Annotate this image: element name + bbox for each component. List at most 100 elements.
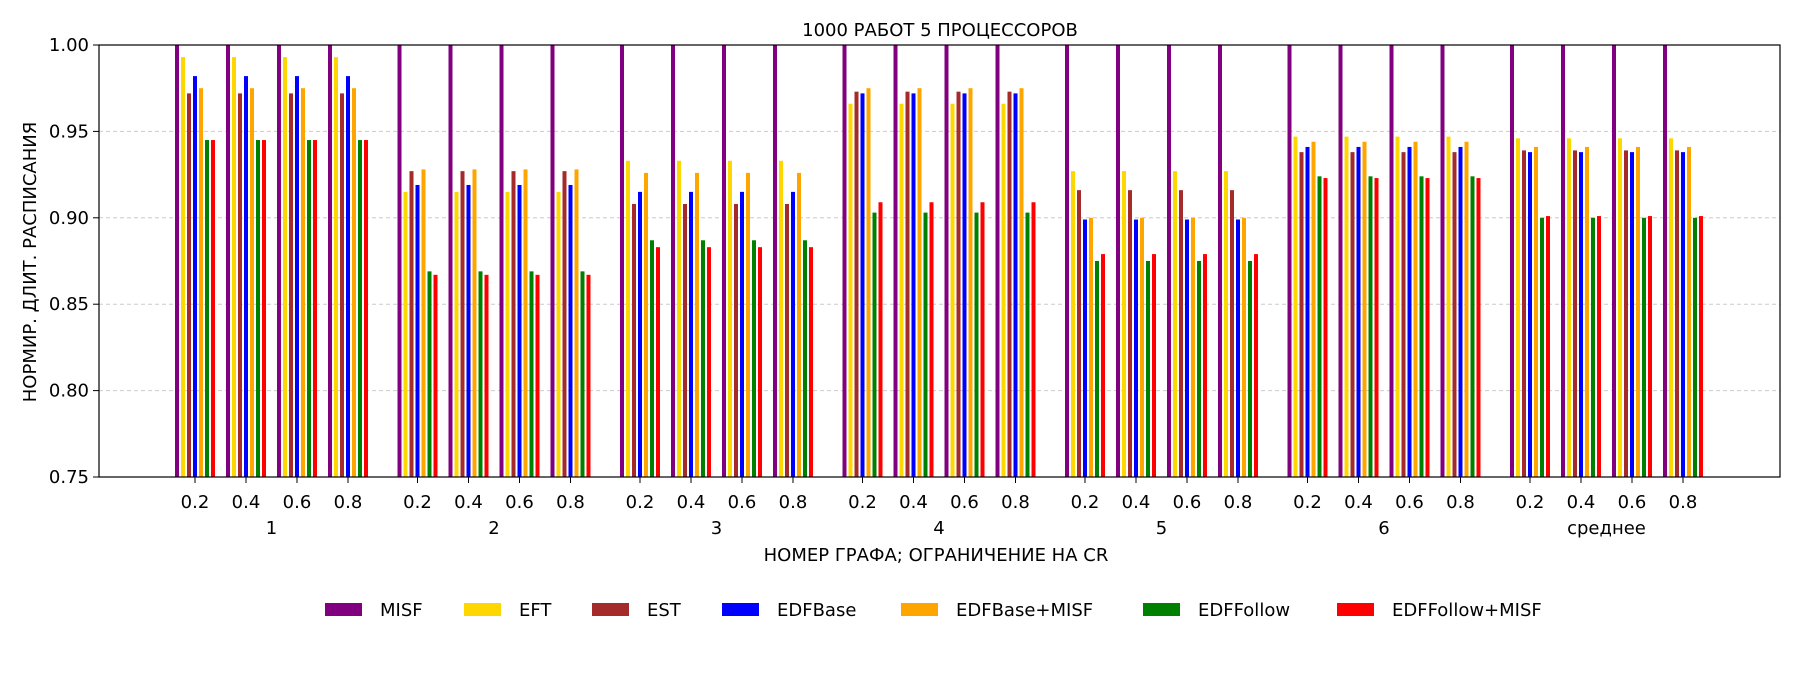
bar [1101, 254, 1105, 477]
legend-swatch [592, 603, 629, 616]
bar [842, 45, 847, 477]
y-tick-label: 0.95 [49, 121, 89, 142]
bar [944, 45, 949, 477]
bar [1083, 219, 1087, 477]
bar [529, 271, 534, 477]
bar [866, 88, 871, 477]
bar [1248, 261, 1252, 477]
bar [1350, 152, 1355, 478]
x-tick-label: 0.8 [1224, 492, 1253, 513]
bar [1134, 219, 1138, 477]
x-tick-label: 0.6 [1173, 492, 1202, 513]
bar [722, 45, 726, 477]
group-label: 2 [488, 518, 499, 539]
bar [707, 247, 711, 477]
bar [1546, 216, 1550, 477]
legend-label: EDFFollow+MISF [1392, 600, 1542, 621]
bar [1440, 45, 1445, 477]
bar [905, 91, 910, 477]
bar [1540, 217, 1544, 478]
bar [1007, 91, 1012, 477]
bar [556, 191, 561, 477]
bar [1122, 171, 1126, 478]
bar [923, 212, 928, 477]
x-tick-label: 0.6 [1395, 492, 1424, 513]
legend-label: MISF [380, 600, 423, 621]
bar [283, 57, 287, 477]
bar [1573, 150, 1577, 477]
bar [1362, 141, 1367, 477]
bar [911, 93, 916, 477]
x-tick-label: 0.4 [454, 492, 483, 513]
bar [250, 88, 254, 477]
x-tick-label: 0.6 [1618, 492, 1647, 513]
bar [1699, 216, 1703, 477]
x-axis-ticks: 0.2 0.4 0.6 0.810.2 0.4 0.6 0.820.2 0.4 0.6 0.830… [181, 477, 1697, 539]
legend-swatch [722, 603, 759, 616]
bar [980, 202, 985, 478]
bar [701, 240, 705, 477]
bar [466, 184, 471, 477]
bar [1230, 190, 1234, 478]
bar [505, 191, 510, 477]
group-label: 4 [933, 518, 944, 539]
bar [1389, 45, 1394, 477]
x-tick-label: 0.4 [677, 492, 706, 513]
bar [232, 57, 236, 477]
bar [1128, 190, 1132, 478]
bar [797, 172, 801, 477]
legend-swatch [464, 603, 501, 616]
bar [523, 169, 528, 477]
bar [1648, 216, 1652, 477]
grid-lines [99, 130, 1780, 392]
bar [415, 184, 420, 477]
x-axis-title: НОМЕР ГРАФА; ОГРАНИЧЕНИЕ НА CR [764, 545, 1109, 566]
legend-label: EST [647, 600, 682, 621]
x-tick-label: 0.2 [1293, 492, 1322, 513]
bar [1179, 190, 1183, 478]
bar [1065, 45, 1069, 477]
x-tick-label: 0.2 [626, 492, 655, 513]
x-tick-label: 0.8 [779, 492, 808, 513]
bar [193, 76, 197, 477]
bar [899, 103, 904, 477]
x-tick-label: 0.2 [1071, 492, 1100, 513]
y-tick-label: 0.75 [49, 467, 89, 488]
bar [427, 271, 432, 477]
bar [1446, 136, 1451, 478]
x-tick-label: 0.6 [728, 492, 757, 513]
bar [1561, 45, 1565, 477]
bar [1516, 138, 1520, 477]
bar [1191, 217, 1195, 478]
bar [929, 202, 934, 478]
bar [1510, 45, 1514, 477]
x-tick-label: 0.8 [1001, 492, 1030, 513]
bar [1254, 254, 1258, 477]
bar [872, 212, 877, 477]
bar [307, 140, 311, 478]
bar [740, 191, 744, 477]
bar [499, 45, 504, 477]
bar [1395, 136, 1400, 478]
bar [1693, 217, 1697, 478]
bar [968, 88, 973, 477]
bar [1407, 146, 1412, 477]
bar [340, 93, 344, 477]
bar [1374, 178, 1379, 477]
bar [244, 76, 248, 477]
legend-label: EFT [519, 600, 552, 621]
legend-label: EDFBase [777, 600, 856, 621]
bar [695, 172, 699, 477]
legend-swatch [901, 603, 938, 616]
bar [574, 169, 579, 477]
bar [677, 160, 681, 477]
bar [1305, 146, 1310, 477]
bar [752, 240, 756, 477]
bar [728, 160, 732, 477]
legend: MISF EFT EST EDFBase EDFBase+MISF EDFFollow ED… [325, 600, 1542, 621]
y-tick-label: 0.80 [49, 381, 89, 402]
bar [1167, 45, 1171, 477]
x-tick-label: 0.4 [1344, 492, 1373, 513]
group-label: среднее [1567, 518, 1646, 539]
x-tick-label: 0.6 [505, 492, 534, 513]
